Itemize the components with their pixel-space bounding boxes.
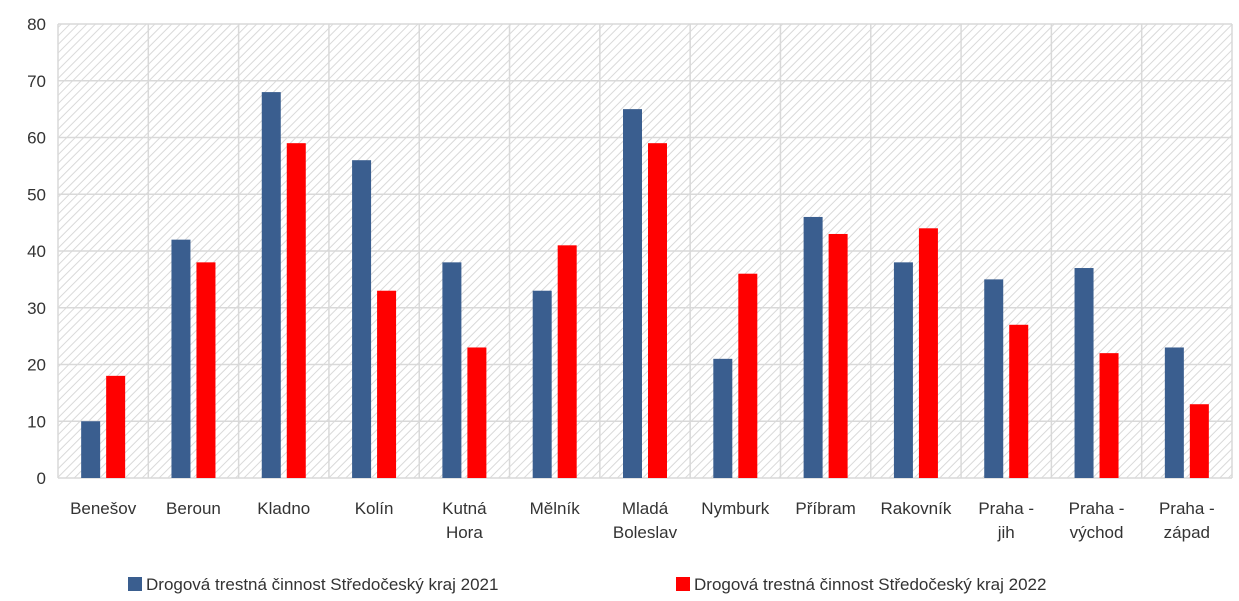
bar-series-1 [803,216,823,478]
bar-series-1 [1164,347,1184,478]
y-tick-label: 60 [27,129,46,148]
x-category-label-line: Benešov [70,499,137,518]
bar-series-2 [377,290,397,478]
bar-series-1 [623,109,642,478]
x-category-label-line: západ [1164,523,1210,542]
bar-series-2 [1009,324,1029,478]
bar-series-1 [81,421,101,478]
x-category-label-line: Hora [446,523,483,542]
x-category-label: Rakovník [880,499,951,518]
x-category-label: Příbram [795,499,855,518]
x-category-label: Beroun [166,499,221,518]
bar-series-2 [106,375,126,478]
x-category-label: Kladno [257,499,310,518]
x-category-label: Kolín [355,499,394,518]
x-category-label-line: Kutná [442,499,487,518]
bar-series-1 [442,262,462,478]
bar-series-2 [286,143,306,479]
x-category-label: Mladá Boleslav [613,499,678,542]
x-category-label: Praha - západ [1159,499,1215,542]
x-category-label-line: Nymburk [701,499,770,518]
x-category-label-line: Kolín [355,499,394,518]
x-category-label: Mělník [530,499,581,518]
bar-series-1 [352,160,372,478]
legend-label-2: Drogová trestná činnost Středočeský kraj… [694,575,1046,594]
legend-swatch-2 [676,577,690,591]
x-category-label: Praha - jih [978,499,1034,542]
x-category-label-line: Kladno [257,499,310,518]
x-category-label-line: východ [1070,523,1124,542]
bar-series-2 [738,273,758,478]
bar-series-1 [532,290,552,478]
y-tick-label: 40 [27,242,46,261]
x-category-label-line: Praha - [1069,499,1125,518]
x-category-label: Kutná Hora [442,499,487,542]
y-tick-label: 70 [27,72,46,91]
y-tick-label: 80 [27,15,46,34]
bars [81,92,1209,479]
x-category-label-line: jih [997,523,1015,542]
x-category-label-line: Beroun [166,499,221,518]
bar-series-2 [196,262,216,478]
bar-series-2 [648,143,667,479]
y-tick-label: 30 [27,299,46,318]
bar-series-2 [1099,353,1119,478]
x-category-label-line: Příbram [795,499,855,518]
x-axis-labels: Benešov Beroun Kladno Kolín Kutná Hora Mělník M… [70,499,1215,542]
bar-series-1 [1074,268,1094,478]
x-category-label: Nymburk [701,499,770,518]
x-category-label-line: Mělník [530,499,581,518]
bar-series-1 [893,262,913,478]
x-category-label: Praha - východ [1069,499,1125,542]
y-tick-label: 20 [27,356,46,375]
legend-swatch-1 [128,577,142,591]
y-tick-label: 50 [27,185,46,204]
x-category-label-line: Praha - [1159,499,1215,518]
bar-series-2 [557,245,577,478]
x-category-label-line: Praha - [978,499,1034,518]
bar-series-2 [918,228,938,478]
x-category-label: Benešov [70,499,137,518]
gridlines [57,23,1233,479]
y-tick-label: 10 [27,412,46,431]
x-category-label-line: Rakovník [880,499,951,518]
bar-series-1 [261,92,281,478]
legend: Drogová trestná činnost Středočeský kraj… [128,575,1046,594]
bar-series-1 [984,279,1004,478]
legend-label-1: Drogová trestná činnost Středočeský kraj… [146,575,498,594]
bar-series-2 [1189,404,1209,478]
x-category-label-line: Mladá [622,499,669,518]
bar-series-2 [828,233,848,478]
y-axis-ticks: 0 10 20 30 40 50 60 70 80 [27,15,46,488]
bar-series-1 [171,239,191,478]
y-tick-label: 0 [37,469,46,488]
bar-series-1 [713,358,733,478]
x-category-label-line: Boleslav [613,523,678,542]
bar-series-2 [467,347,487,478]
